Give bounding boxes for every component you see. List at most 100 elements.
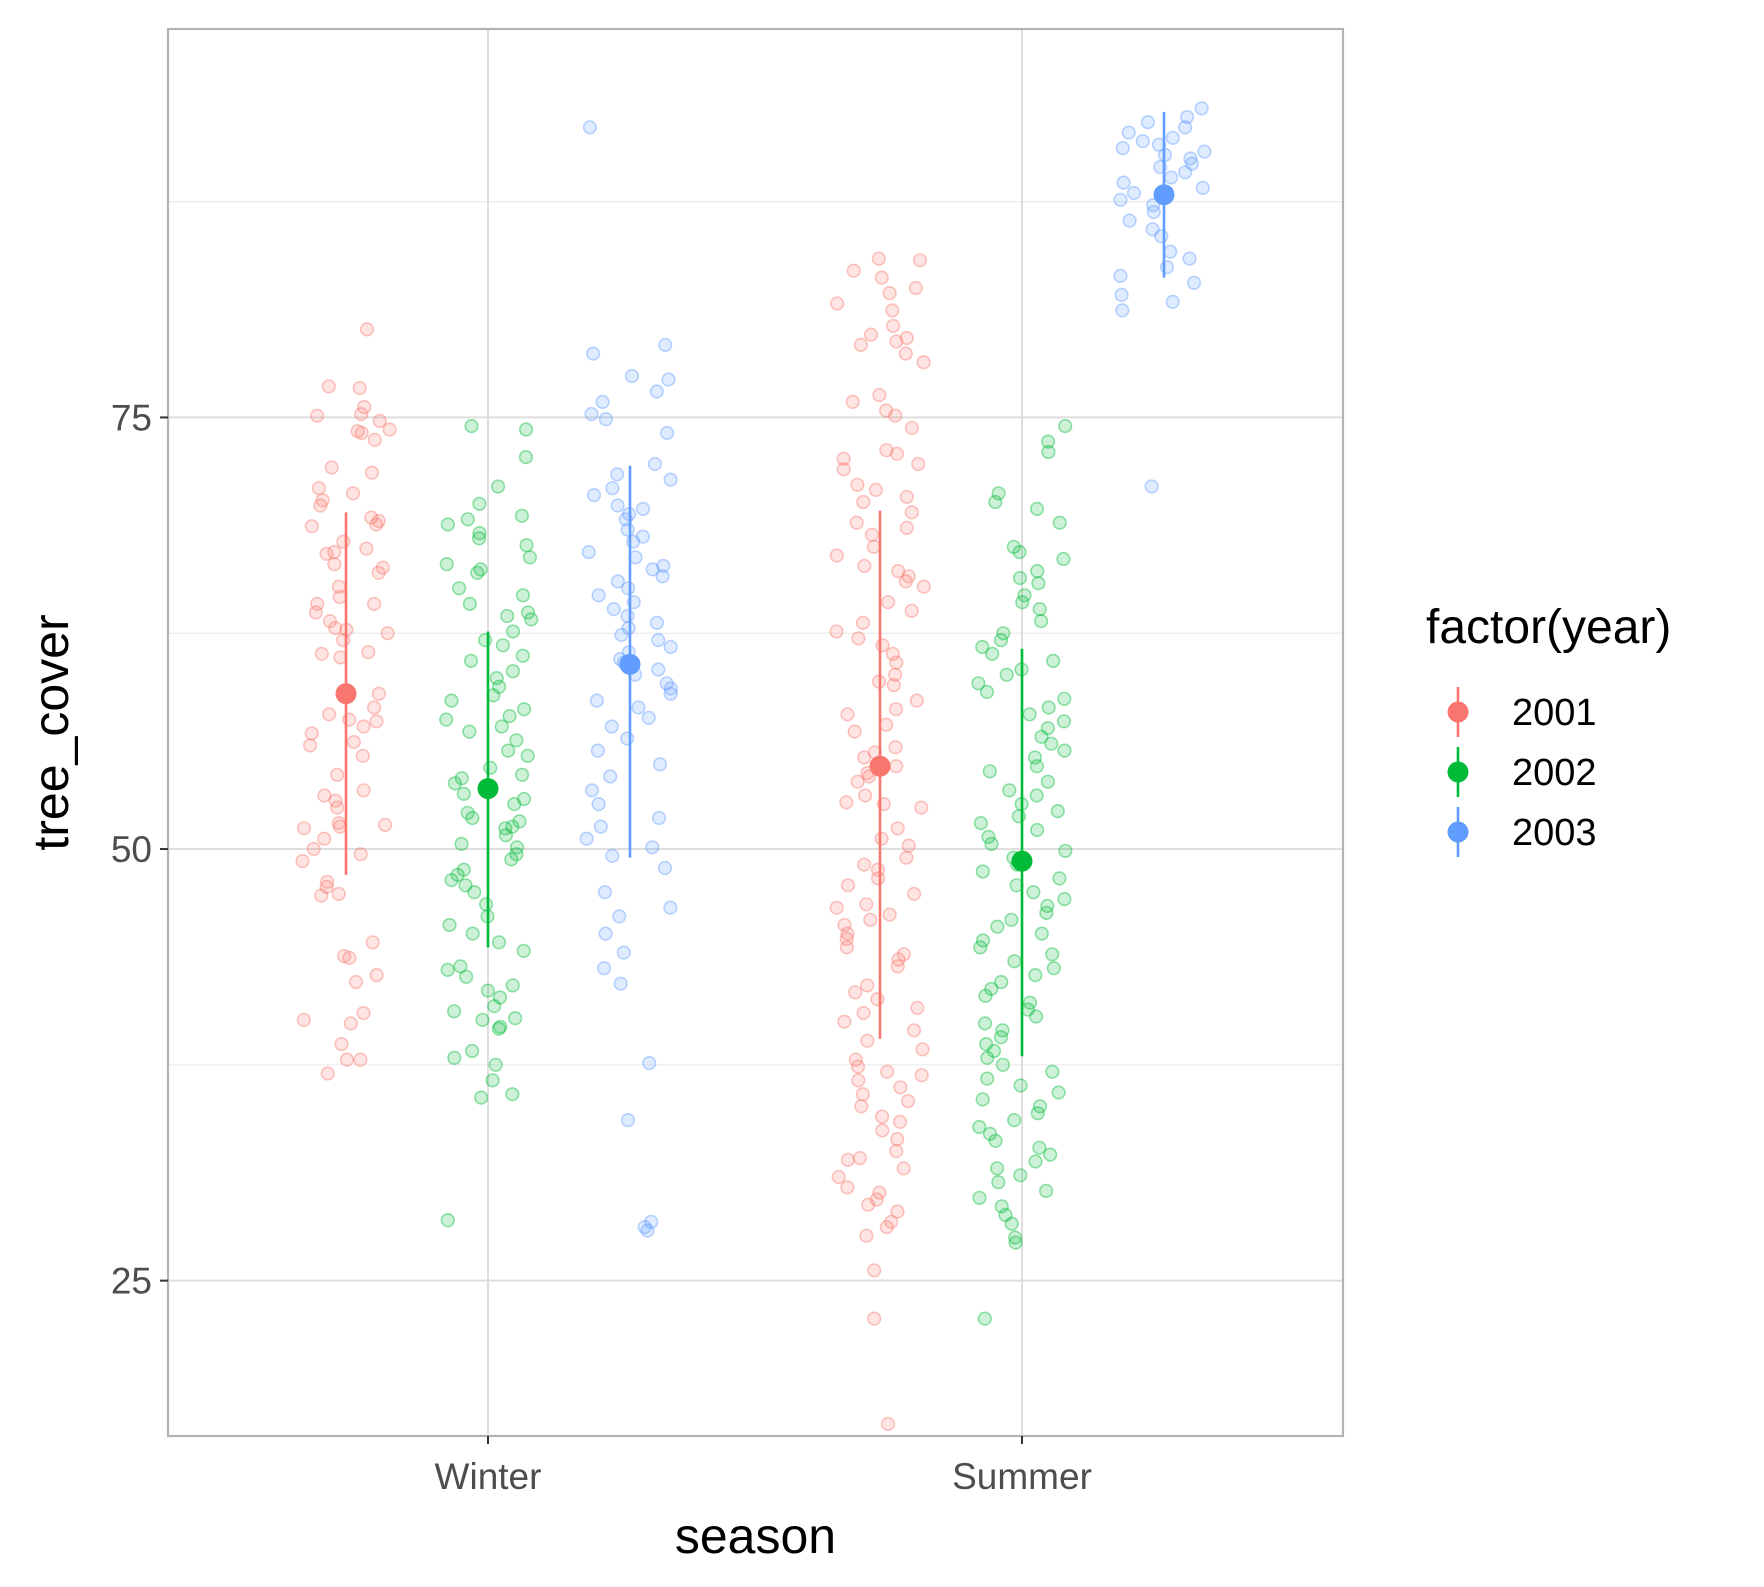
data-point-2002 xyxy=(1057,891,1072,907)
data-point-2003 xyxy=(1122,213,1137,228)
data-point-2002 xyxy=(991,1175,1006,1190)
data-point-2003 xyxy=(642,1055,657,1071)
data-point-2001 xyxy=(864,527,880,542)
data-point-2002 xyxy=(491,935,507,950)
data-point-2001 xyxy=(916,579,931,594)
data-point-2003 xyxy=(606,601,621,617)
data-point-2001 xyxy=(829,624,844,639)
data-point-2001 xyxy=(830,296,845,311)
data-point-2001 xyxy=(350,424,365,439)
data-point-2003 xyxy=(624,368,640,384)
data-point-2002 xyxy=(509,840,525,855)
data-point-2002 xyxy=(1013,1078,1028,1093)
grid xyxy=(168,29,1343,1436)
data-point-2002 xyxy=(1029,759,1044,774)
x-axis-title: season xyxy=(675,1508,836,1564)
data-point-2002 xyxy=(1052,515,1067,530)
data-point-2002 xyxy=(520,748,535,763)
data-point-2003 xyxy=(645,840,660,855)
data-point-2001 xyxy=(848,985,863,1000)
data-point-2003 xyxy=(616,945,631,960)
data-point-2002 xyxy=(516,943,531,959)
data-point-2003 xyxy=(1159,260,1175,275)
data-point-2001 xyxy=(859,1228,874,1243)
data-point-2001 xyxy=(872,1185,887,1200)
data-point-2001 xyxy=(364,510,379,525)
data-point-2002 xyxy=(491,479,506,494)
y-tick-label: 50 xyxy=(111,829,152,870)
data-point-2002 xyxy=(501,743,516,758)
data-point-2001 xyxy=(904,603,919,618)
data-point-2002 xyxy=(1012,544,1027,560)
data-point-2002 xyxy=(1006,539,1021,555)
data-point-2001 xyxy=(356,719,371,734)
data-point-2001 xyxy=(840,1152,856,1167)
data-point-2002 xyxy=(1015,595,1030,610)
data-point-2001 xyxy=(356,1005,371,1021)
data-point-2001 xyxy=(879,1219,894,1235)
data-point-2002 xyxy=(454,836,469,852)
data-point-2001 xyxy=(890,1204,905,1219)
data-point-2001 xyxy=(850,1059,866,1074)
data-point-2003 xyxy=(1154,229,1169,244)
data-point-2002 xyxy=(1017,588,1032,603)
data-point-2001 xyxy=(906,886,922,902)
data-point-2002 xyxy=(993,632,1009,648)
data-point-2002 xyxy=(994,1199,1009,1214)
data-point-2003 xyxy=(647,456,663,472)
data-point-2002 xyxy=(462,724,477,739)
data-point-2001 xyxy=(889,759,904,774)
data-point-2001 xyxy=(868,482,884,498)
data-point-2001 xyxy=(869,1192,884,1207)
data-point-2003 xyxy=(641,710,656,725)
data-point-2001 xyxy=(369,714,384,729)
data-point-2002 xyxy=(495,638,511,653)
data-point-2001 xyxy=(904,420,920,435)
data-point-2001 xyxy=(866,539,882,555)
data-point-2003 xyxy=(651,662,666,677)
data-point-2001 xyxy=(855,1087,870,1102)
legend-key-2002 xyxy=(1447,747,1469,797)
data-point-2002 xyxy=(993,1030,1009,1045)
data-point-2001 xyxy=(901,838,916,853)
data-point-2003 xyxy=(1113,192,1128,207)
data-point-2002 xyxy=(988,1133,1003,1148)
data-point-2002 xyxy=(452,581,467,596)
data-point-2002 xyxy=(1008,1235,1023,1250)
data-point-2002 xyxy=(494,719,509,734)
data-point-2001 xyxy=(343,1016,358,1031)
data-point-2001 xyxy=(900,1093,916,1109)
data-point-2003 xyxy=(663,900,678,915)
data-point-2001 xyxy=(899,489,914,504)
mean-point-2003-winter xyxy=(619,653,641,675)
axes: 25 50 75 Winter Summer xyxy=(111,397,1092,1497)
data-point-2002 xyxy=(1030,563,1045,579)
data-point-2002 xyxy=(1039,905,1054,921)
data-point-2001 xyxy=(845,394,860,410)
data-point-2002 xyxy=(470,565,485,580)
data-point-2001 xyxy=(327,557,342,572)
data-point-2001 xyxy=(356,783,371,798)
data-point-2001 xyxy=(860,978,875,993)
data-point-2001 xyxy=(860,1033,875,1048)
legend-key-2003 xyxy=(1447,807,1469,857)
data-point-2003 xyxy=(635,501,651,517)
data-point-2002 xyxy=(453,959,468,974)
mean-point-2001-winter xyxy=(335,683,357,705)
data-point-2002 xyxy=(440,517,455,532)
data-point-2001 xyxy=(855,615,871,631)
data-point-2001 xyxy=(899,850,914,865)
data-point-2003 xyxy=(604,719,619,734)
data-point-2003 xyxy=(1197,144,1212,159)
data-point-2003 xyxy=(589,693,605,708)
data-point-2002 xyxy=(487,998,502,1014)
data-point-2001 xyxy=(908,280,923,296)
data-point-2003 xyxy=(631,700,646,715)
data-point-2002 xyxy=(1026,885,1041,900)
data-point-2001 xyxy=(310,408,325,423)
data-point-2001 xyxy=(910,1000,925,1016)
data-point-2002 xyxy=(505,978,520,993)
data-point-2003 xyxy=(1115,303,1130,318)
data-point-2002 xyxy=(1029,788,1044,803)
data-point-2002 xyxy=(1043,1147,1058,1162)
